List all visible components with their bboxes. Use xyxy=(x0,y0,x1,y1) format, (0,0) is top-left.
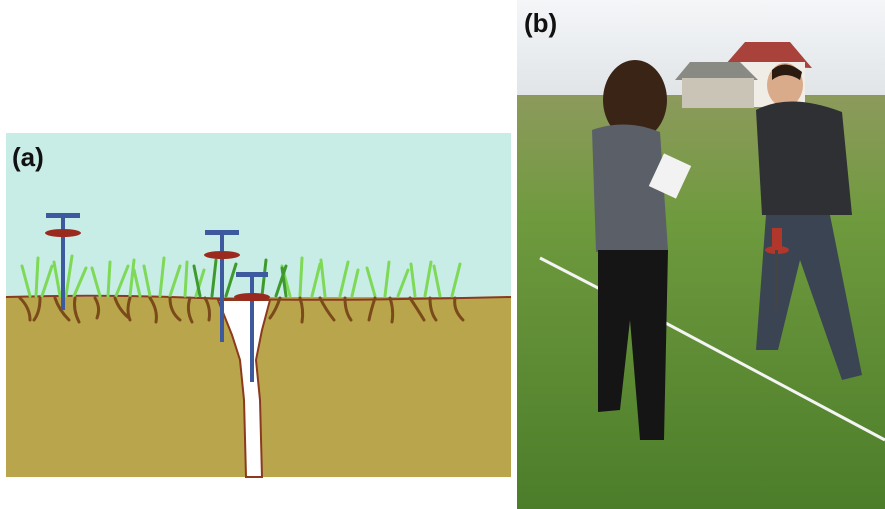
sky xyxy=(6,133,511,297)
panel-label: (b) xyxy=(524,8,557,38)
grass xyxy=(20,254,462,298)
dark-grass xyxy=(192,258,288,298)
roots xyxy=(18,296,465,324)
panel-a: (a) xyxy=(5,133,512,478)
panel-b: (b) xyxy=(517,0,885,509)
panel-label: (a) xyxy=(12,142,44,172)
crack xyxy=(216,299,272,478)
penetrometers xyxy=(45,213,270,382)
